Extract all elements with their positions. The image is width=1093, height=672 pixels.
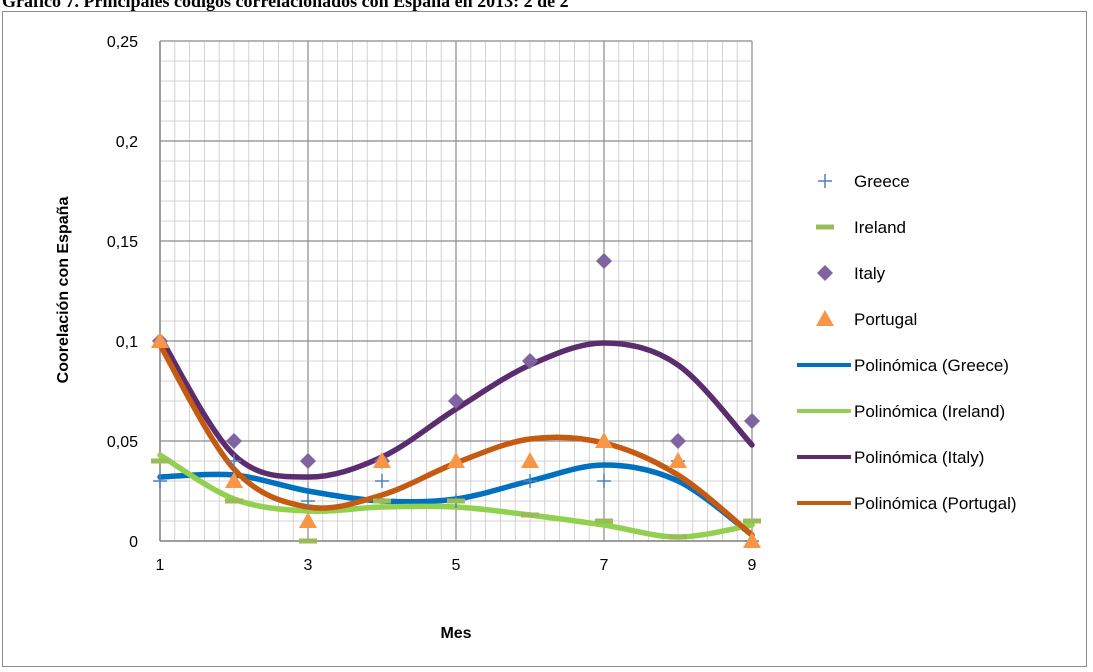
ireland-point — [225, 498, 243, 504]
italy-point — [744, 413, 760, 429]
portugal-point — [373, 452, 391, 468]
legend-label: Polinómica (Ireland) — [854, 402, 1005, 421]
x-tick-label: 7 — [600, 557, 609, 574]
legend-label: Greece — [854, 172, 910, 191]
legend-label: Polinómica (Portugal) — [854, 494, 1017, 513]
legend-label: Polinómica (Greece) — [854, 356, 1009, 375]
y-tick-label: 0,05 — [107, 434, 138, 451]
greece-point — [597, 474, 611, 488]
ireland-point — [595, 518, 613, 524]
greece-point — [227, 454, 241, 468]
portugal-point — [595, 432, 613, 448]
legend: Greece Ireland Italy Portugal Polinómica (Gr… — [797, 172, 1017, 513]
legend-marker — [818, 174, 832, 188]
legend-entry-portugal: Portugal — [816, 310, 917, 329]
y-tick-label: 0,1 — [116, 334, 138, 351]
legend-marker — [816, 310, 834, 326]
legend-label: Portugal — [854, 310, 917, 329]
italy-point — [596, 253, 612, 269]
legend-marker — [816, 224, 834, 230]
legend-label: Italy — [854, 264, 886, 283]
portugal-point — [447, 452, 465, 468]
legend-entry-trendline: Polinómica (Italy) — [797, 448, 984, 467]
legend-entry-italy: Italy — [817, 264, 886, 283]
italy-point — [670, 433, 686, 449]
y-tick-label: 0,15 — [107, 234, 138, 251]
portugal-point — [225, 472, 243, 488]
tick-label-layer: 1 3 5 7 9 0 0,05 0,1 0,15 0,2 0,25 — [107, 34, 757, 574]
greece-point — [301, 494, 315, 508]
italy-point — [226, 433, 242, 449]
x-tick-label: 3 — [304, 557, 313, 574]
portugal-point — [669, 452, 687, 468]
portugal-point — [299, 512, 317, 528]
greece-point — [375, 474, 389, 488]
x-axis-title: Mes — [440, 625, 471, 642]
ireland-point — [669, 534, 687, 540]
italy-point — [300, 453, 316, 469]
legend-label: Ireland — [854, 218, 906, 237]
portugal-point — [521, 452, 539, 468]
legend-label: Polinómica (Italy) — [854, 448, 984, 467]
legend-entry-trendline: Polinómica (Ireland) — [797, 402, 1005, 421]
italy-point — [448, 393, 464, 409]
greece-point — [153, 474, 167, 488]
marker-layer — [151, 253, 761, 548]
ireland-point — [521, 512, 539, 518]
legend-entry-trendline: Polinómica (Portugal) — [797, 494, 1017, 513]
x-tick-label: 1 — [156, 557, 165, 574]
legend-entry-ireland: Ireland — [816, 218, 906, 237]
x-tick-label: 9 — [748, 557, 757, 574]
ireland-point — [447, 498, 465, 504]
legend-entry-greece: Greece — [818, 172, 910, 191]
y-tick-label: 0,25 — [107, 34, 138, 51]
ireland-point — [299, 538, 317, 544]
y-tick-label: 0 — [129, 534, 138, 551]
x-tick-label: 5 — [452, 557, 461, 574]
legend-marker — [817, 265, 833, 281]
figure-caption: Gráfico 7. Principales códigos correlaci… — [2, 0, 569, 11]
trendline-3 — [157, 334, 755, 480]
italy-point — [522, 353, 538, 369]
ireland-point — [373, 498, 391, 504]
legend-entry-trendline: Polinómica (Greece) — [797, 356, 1009, 375]
portugal-point — [743, 532, 761, 548]
ireland-point — [743, 518, 761, 524]
y-tick-label: 0,2 — [116, 134, 138, 151]
greece-point — [523, 474, 537, 488]
portugal-point — [151, 332, 169, 348]
ireland-point — [151, 458, 169, 464]
y-axis-title: Coorelación con España — [55, 197, 72, 384]
grid-layer — [159, 40, 753, 542]
